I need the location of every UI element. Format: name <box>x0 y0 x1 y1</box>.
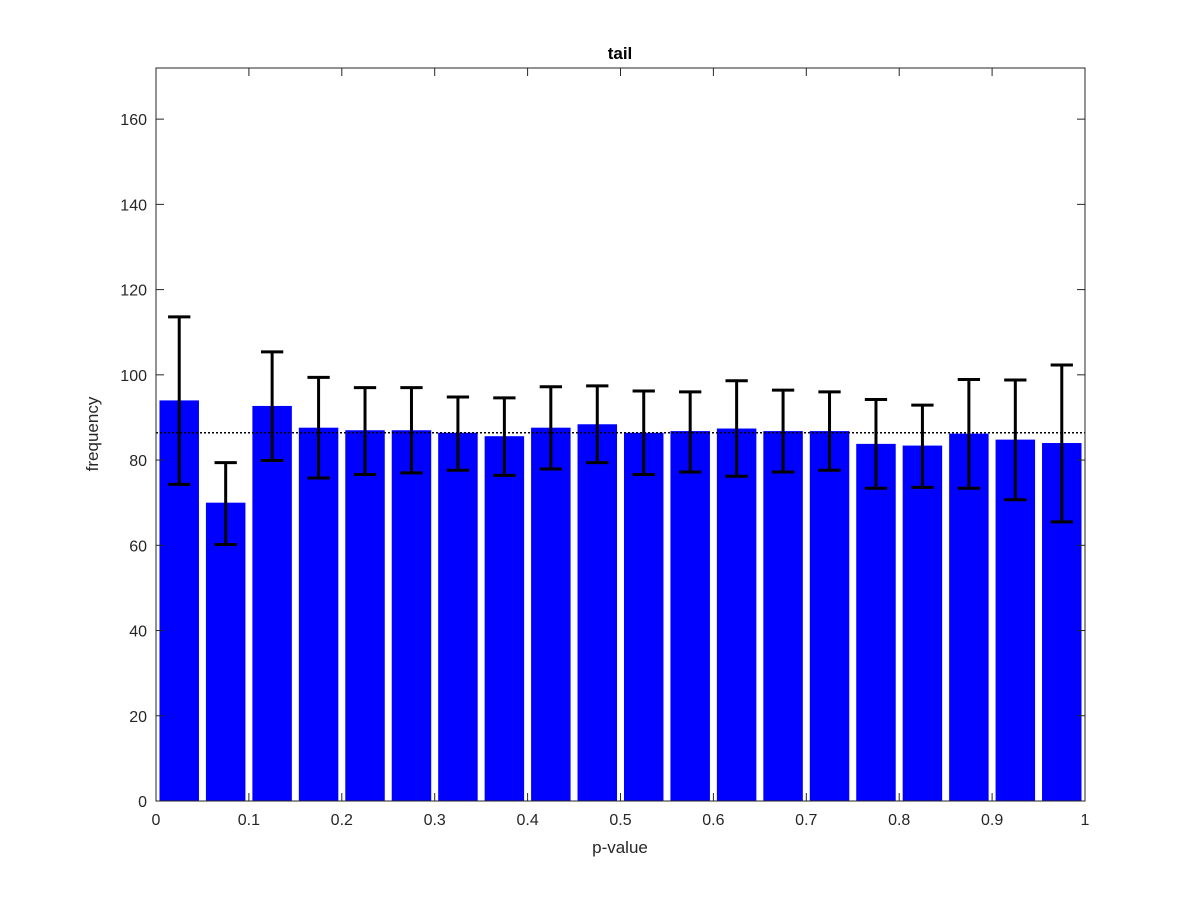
y-tick-label: 20 <box>129 709 147 726</box>
bar-16 <box>902 445 943 801</box>
bar-6 <box>438 432 478 801</box>
error-bar-9 <box>586 384 609 465</box>
y-tick-label: 140 <box>120 197 147 214</box>
error-bar-5 <box>400 386 423 475</box>
error-bars-layer <box>168 315 1073 546</box>
error-bar-3 <box>307 375 330 480</box>
axes-box <box>155 67 1086 802</box>
bars-layer <box>159 400 1082 801</box>
error-bar-0 <box>168 315 191 486</box>
bar-11 <box>670 431 710 801</box>
error-bar-4 <box>353 386 377 477</box>
x-axis-ticks: 0 0.1 0.2 0.3 0.4 0.5 0.6 0.7 0.8 0.9 1 <box>152 68 1090 829</box>
error-bar-7 <box>493 396 516 477</box>
error-bar-12 <box>725 379 748 478</box>
x-tick-label: 0.3 <box>424 812 446 829</box>
y-tick-label: 40 <box>129 624 147 641</box>
y-tick-label: 160 <box>120 112 147 129</box>
x-tick-label: 0.5 <box>609 812 631 829</box>
bar-3 <box>298 427 339 801</box>
bar-12 <box>716 428 757 801</box>
x-tick-label: 0.6 <box>702 812 724 829</box>
x-tick-label: 0.7 <box>795 812 817 829</box>
error-bar-15 <box>864 398 888 490</box>
bar-15 <box>856 443 896 801</box>
bar-14 <box>809 431 850 801</box>
error-bar-10 <box>632 389 655 477</box>
bar-8 <box>531 427 571 801</box>
error-bar-18 <box>1004 378 1027 502</box>
error-bar-17 <box>957 378 981 490</box>
x-axis-label: p-value <box>592 838 648 857</box>
error-bar-14 <box>818 390 841 472</box>
error-bar-11 <box>679 390 702 474</box>
x-tick-label: 1 <box>1081 812 1090 829</box>
bar-10 <box>623 432 664 801</box>
x-tick-label: 0.4 <box>516 812 538 829</box>
error-bar-13 <box>771 388 795 474</box>
bar-13 <box>763 431 803 801</box>
x-tick-label: 0.1 <box>238 812 260 829</box>
bar-17 <box>949 433 989 801</box>
error-bar-2 <box>260 350 284 462</box>
y-axis-ticks: 0 20 40 60 80 100 120 140 160 <box>120 112 1085 811</box>
bar-2 <box>252 405 292 801</box>
y-tick-label: 60 <box>129 538 147 555</box>
x-tick-label: 0.2 <box>331 812 353 829</box>
error-bar-16 <box>911 403 934 489</box>
y-tick-label: 0 <box>138 794 147 811</box>
x-tick-label: 0.8 <box>888 812 910 829</box>
x-tick-label: 0.9 <box>981 812 1003 829</box>
y-tick-label: 120 <box>120 283 147 300</box>
y-tick-label: 80 <box>129 453 147 470</box>
y-tick-label: 100 <box>120 368 147 385</box>
bar-7 <box>484 436 525 801</box>
error-bar-1 <box>214 461 237 546</box>
x-tick-label: 0 <box>152 812 161 829</box>
bar-4 <box>345 430 385 801</box>
error-bar-6 <box>446 395 470 472</box>
y-axis-label: frequency <box>83 396 102 471</box>
bar-5 <box>391 430 432 801</box>
bar-9 <box>577 424 618 801</box>
error-bar-19 <box>1050 363 1073 524</box>
chart-title: tail <box>608 44 633 63</box>
bar-1 <box>205 502 246 801</box>
error-bar-8 <box>539 385 562 471</box>
